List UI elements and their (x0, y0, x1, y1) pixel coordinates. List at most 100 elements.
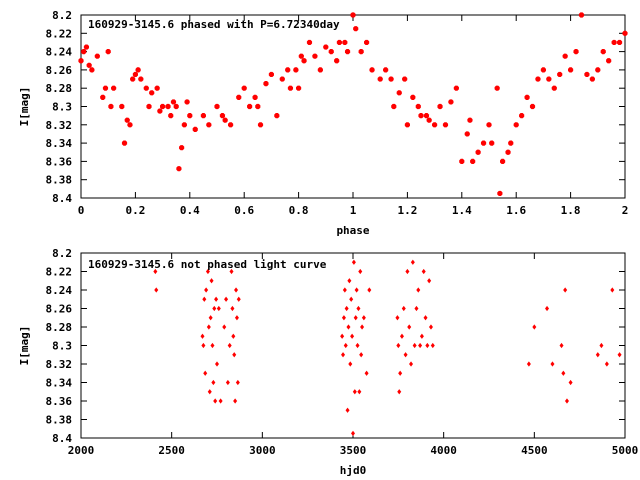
y-tick-label: 8.38 (46, 414, 73, 427)
x-tick-label: 0.2 (125, 204, 145, 217)
data-point (505, 149, 511, 155)
data-point (418, 342, 423, 349)
x-tick-label: 4500 (521, 444, 548, 457)
data-point (475, 149, 481, 155)
data-point (227, 342, 232, 349)
data-points (78, 12, 628, 197)
data-point (595, 67, 601, 73)
data-point (341, 315, 346, 321)
data-point (410, 94, 416, 100)
data-point (306, 39, 313, 46)
data-point (351, 259, 356, 265)
data-point (293, 67, 299, 73)
data-point (361, 315, 366, 321)
data-point (350, 12, 356, 18)
y-tick-label: 8.34 (46, 137, 73, 150)
data-point (421, 268, 426, 275)
data-point (606, 58, 612, 64)
data-point (367, 287, 372, 293)
data-point (234, 315, 239, 321)
data-point (143, 85, 149, 91)
data-point (317, 67, 323, 73)
data-point (480, 140, 487, 146)
data-point (353, 26, 359, 32)
data-point (486, 122, 492, 128)
y-tick-label: 8.4 (52, 432, 72, 445)
data-point (578, 12, 585, 18)
data-point (357, 389, 362, 395)
data-point (216, 305, 221, 312)
data-point (349, 296, 354, 302)
data-point (355, 342, 360, 349)
y-tick-label: 8.24 (46, 46, 73, 59)
data-point (296, 85, 302, 91)
y-tick-label: 8.22 (46, 266, 73, 279)
data-point (168, 113, 174, 119)
data-point (415, 103, 421, 110)
data-point (236, 296, 241, 302)
data-point (268, 71, 274, 78)
data-point (232, 352, 237, 358)
data-point (203, 370, 208, 376)
data-point (228, 122, 234, 128)
data-point (359, 352, 364, 358)
data-point (202, 296, 207, 302)
data-point (345, 407, 350, 413)
data-point (235, 379, 240, 386)
data-point (200, 113, 206, 119)
data-point (459, 158, 465, 164)
data-point (184, 99, 190, 105)
data-point (409, 361, 414, 367)
data-point (165, 103, 171, 110)
data-point (343, 342, 348, 349)
data-point (395, 315, 400, 321)
data-point (352, 389, 357, 395)
data-point (573, 49, 579, 55)
data-point (344, 49, 351, 55)
data-point (257, 122, 264, 128)
data-point (287, 85, 294, 91)
data-point (526, 361, 531, 367)
data-point (344, 305, 349, 312)
y-axis-label: I[mag] (18, 326, 31, 366)
data-point (489, 140, 495, 146)
data-point (360, 324, 365, 330)
data-point (405, 268, 410, 275)
data-point (564, 398, 569, 404)
data-point (205, 268, 210, 275)
data-point (562, 53, 568, 59)
x-tick-label: 3000 (249, 444, 276, 457)
data-point (346, 324, 351, 330)
data-point (616, 39, 623, 46)
data-point (584, 71, 590, 78)
x-tick-label: 0 (78, 204, 85, 217)
data-point (561, 370, 566, 376)
data-point (398, 370, 403, 376)
data-point (426, 117, 432, 123)
data-point (508, 140, 514, 146)
chart-title: 160929-3145.6 not phased light curve (88, 258, 327, 271)
data-point (529, 103, 536, 110)
data-point (179, 145, 185, 151)
data-point (550, 361, 555, 367)
data-point (219, 113, 226, 119)
data-point (600, 49, 606, 55)
data-point (206, 324, 211, 330)
data-point (448, 99, 454, 105)
data-point (423, 315, 428, 321)
data-point (212, 305, 217, 312)
data-point (154, 85, 160, 91)
y-tick-label: 8.26 (46, 303, 73, 316)
data-point (206, 122, 212, 128)
data-point (364, 370, 369, 376)
data-point (524, 94, 530, 100)
data-point (138, 76, 144, 82)
data-point (263, 81, 269, 87)
data-point (119, 103, 125, 110)
data-point (351, 430, 355, 436)
y-tick-label: 8.38 (46, 174, 73, 187)
data-point (347, 278, 352, 284)
data-point (467, 117, 473, 123)
y-tick-label: 8.32 (46, 358, 73, 371)
data-point (247, 103, 253, 110)
